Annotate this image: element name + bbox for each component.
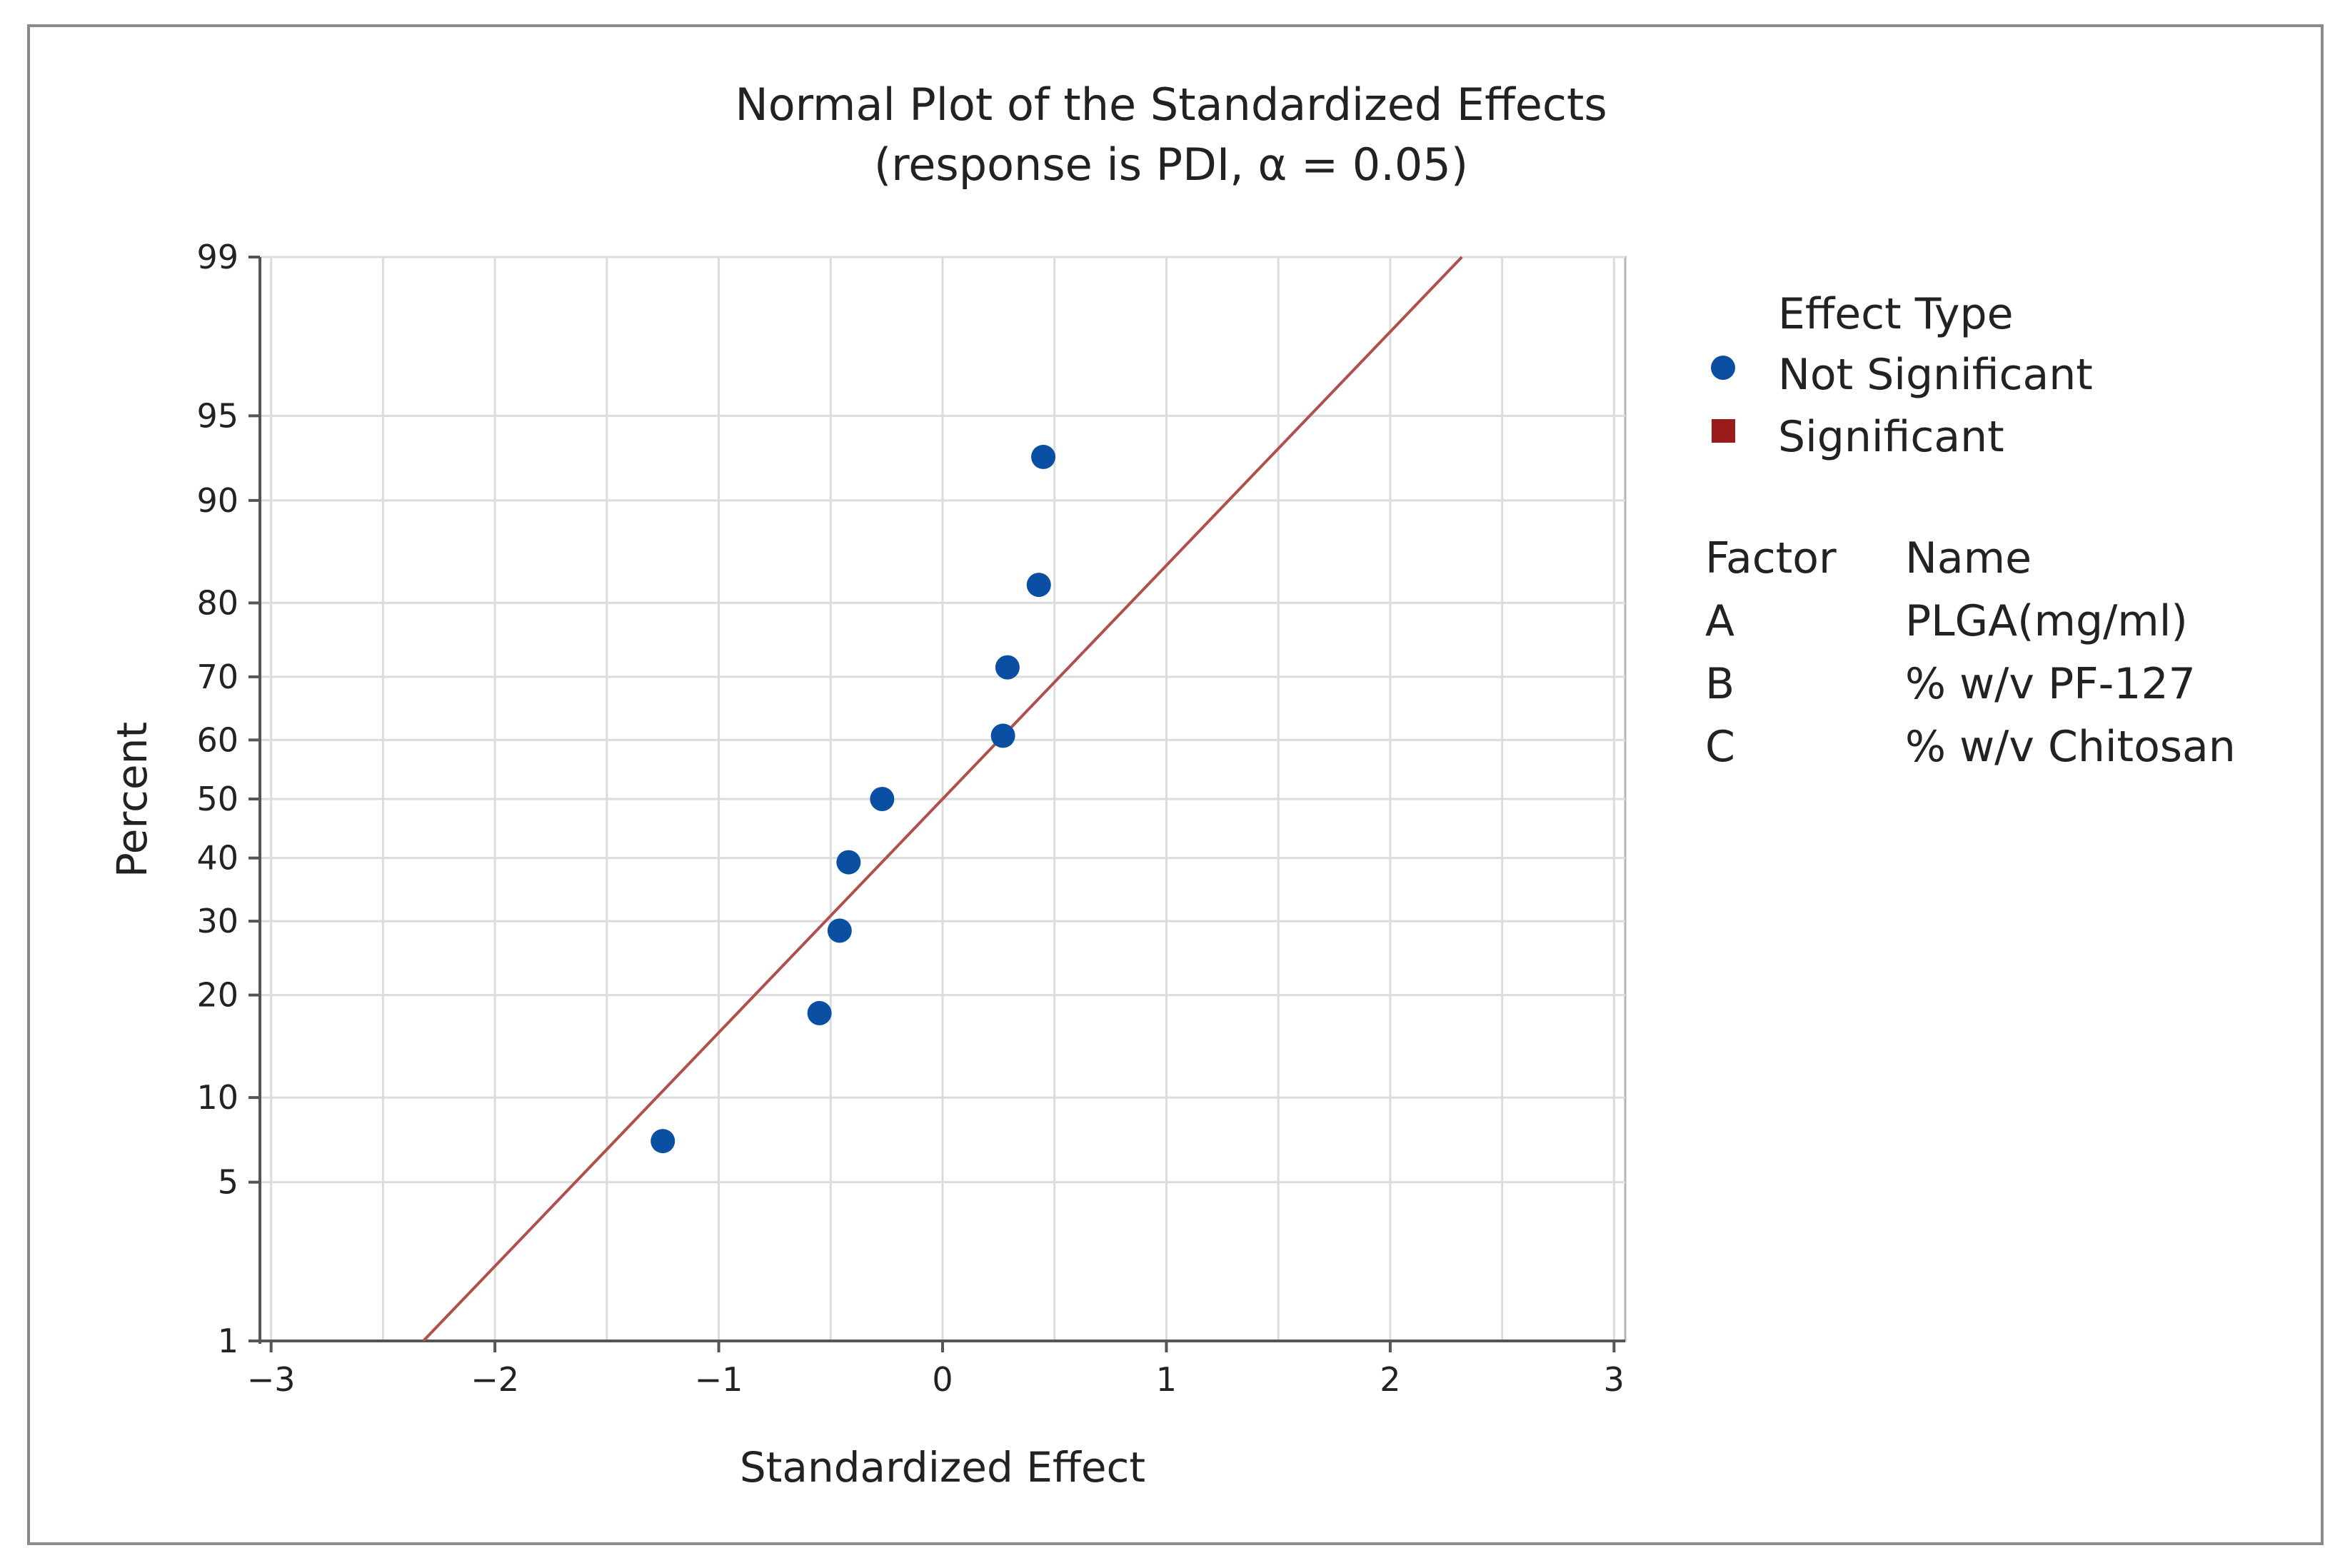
x-tick-label: 2 — [1380, 1360, 1400, 1399]
factor-b-letter: B — [1705, 659, 1734, 709]
data-point-not-significant — [870, 787, 895, 811]
y-tick-label: 95 — [196, 396, 238, 435]
x-tick-label: 3 — [1604, 1360, 1625, 1399]
data-point-not-significant — [1026, 573, 1051, 598]
x-tick-label: 0 — [932, 1360, 953, 1399]
y-tick-label: 90 — [196, 481, 238, 520]
y-tick-label: 40 — [196, 839, 238, 878]
chart-subtitle: (response is PDI, α = 0.05) — [874, 139, 1468, 191]
normal-fit-line — [422, 256, 1463, 1342]
y-tick-label: 10 — [196, 1078, 238, 1117]
y-tick-label: 80 — [196, 583, 238, 622]
name-header: Name — [1905, 533, 2032, 583]
y-tick-label: 5 — [218, 1163, 238, 1202]
data-point-not-significant — [651, 1129, 676, 1154]
legend-label-not-significant: Not Significant — [1778, 350, 2093, 400]
grid — [260, 256, 1625, 1342]
y-tick-label: 1 — [218, 1322, 238, 1360]
factor-a-name: PLGA(mg/ml) — [1905, 596, 2188, 646]
legend-marker-significant — [1712, 419, 1735, 443]
x-tick-label: −3 — [247, 1360, 296, 1399]
data-point-not-significant — [995, 655, 1020, 680]
y-tick-label: 30 — [196, 902, 238, 940]
factor-c-letter: C — [1705, 722, 1735, 772]
y-tick-label: 20 — [196, 976, 238, 1015]
axis-ticks: −3 −2 −1 0 1 2 3 1 5 10 20 30 40 50 60 70 80 90 95 99 — [196, 238, 1625, 1399]
y-tick-label: 70 — [196, 658, 238, 696]
x-tick-label: −1 — [695, 1360, 743, 1399]
y-tick-label: 60 — [196, 720, 238, 759]
x-axis-label: Standardized Effect — [740, 1443, 1145, 1492]
legend-title: Effect Type — [1778, 289, 2014, 339]
data-point-not-significant — [807, 1000, 832, 1025]
factor-header: Factor — [1705, 533, 1837, 583]
x-tick-label: 1 — [1156, 1360, 1177, 1399]
data-point-not-significant — [1031, 444, 1056, 469]
data-point-not-significant — [836, 850, 861, 875]
legend-marker-not-significant — [1711, 356, 1735, 380]
data-point-not-significant — [827, 918, 852, 943]
data-points — [651, 444, 1056, 1154]
y-axis-label: Percent — [108, 722, 156, 878]
x-tick-label: −2 — [471, 1360, 519, 1399]
y-tick-label: 99 — [196, 238, 238, 276]
fit-line-layer — [422, 256, 1463, 1342]
legend-label-significant: Significant — [1778, 412, 2004, 462]
plot-area: −3 −2 −1 0 1 2 3 1 5 10 20 30 40 50 60 70 80 90 95 99 — [196, 238, 1627, 1399]
factor-b-name: % w/v PF-127 — [1905, 659, 2196, 709]
data-point-not-significant — [990, 723, 1015, 748]
factor-c-name: % w/v Chitosan — [1905, 722, 2236, 772]
legend: Effect Type Not Significant Significant … — [1705, 289, 2236, 772]
factor-a-letter: A — [1705, 596, 1734, 646]
y-tick-label: 50 — [196, 780, 238, 818]
chart-title: Normal Plot of the Standardized Effects — [735, 79, 1607, 131]
